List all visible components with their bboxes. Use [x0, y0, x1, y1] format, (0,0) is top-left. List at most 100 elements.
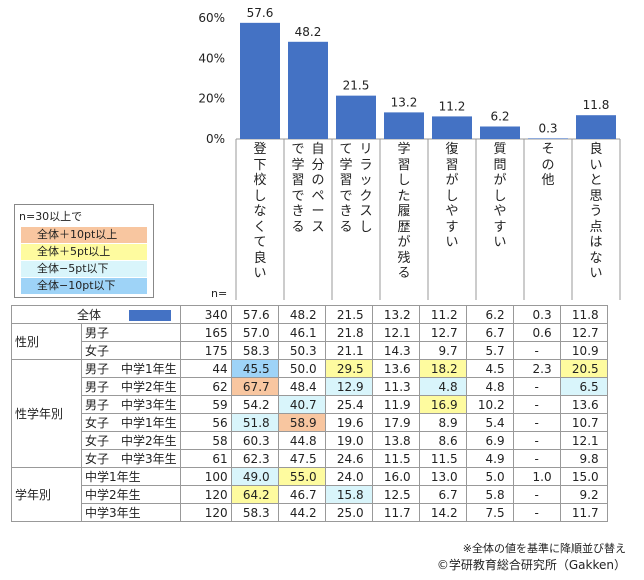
value-cell: 15.0: [559, 467, 608, 486]
value-cell: 10.7: [559, 413, 608, 432]
value-cell: 58.3: [230, 341, 279, 360]
value-cell: 9.7: [418, 341, 467, 360]
value-cell: 29.5: [324, 359, 373, 378]
value-cell: -: [512, 431, 561, 450]
legend-item: 全体＋5pt以上: [21, 244, 147, 260]
value-cell: -: [512, 341, 561, 360]
table-row: 女子 中学1年生 56 51.8 58.9 19.6 17.9 8.9 5.4-10.7: [12, 413, 608, 432]
table-row: 女子 中学2年生 58 60.3 44.8 19.0 13.8 8.6 6.9-12.1: [12, 431, 608, 450]
value-cell: 6.7: [465, 323, 514, 342]
group-label: 性別: [11, 323, 82, 360]
category-label-text: 自分のペース: [311, 142, 325, 235]
y-tick-label: 60%: [198, 11, 225, 25]
value-cell: 50.3: [277, 341, 326, 360]
row-label: 男子 中学2年生: [81, 377, 181, 396]
table-row: 女子 中学3年生 61 62.3 47.5 24.6 11.5 11.5 4.9-9.8: [12, 449, 608, 468]
table-row: 中学2年生 120 64.2 46.7 15.8 12.5 6.7 5.8-9.2: [12, 485, 608, 504]
bar: [288, 41, 328, 140]
bar: [336, 95, 376, 139]
value-cell: 24.6: [324, 449, 373, 468]
value-cell: 10.2: [465, 395, 514, 414]
legend-item-label: 全体−5pt以下: [37, 262, 109, 275]
value-cell: 13.6: [559, 395, 608, 414]
table-row: 性別 男子 165 57.0 46.1 21.8 12.1 12.7 6.7 0.6 12.7: [11, 323, 608, 360]
row-label: 女子: [81, 341, 181, 360]
category-label-text: 復習がしやすい: [445, 142, 459, 250]
value-cell: 57.6: [230, 305, 279, 324]
value-cell: 44.2: [277, 503, 326, 522]
value-cell: 11.7: [559, 503, 608, 522]
sample-size: 58: [179, 431, 232, 450]
value-cell: 0.3: [512, 305, 561, 324]
row-label: 男子 中学3年生: [81, 395, 181, 414]
value-cell: 58.9: [277, 413, 326, 432]
y-tick-label: 40%: [198, 51, 225, 65]
bar-value-label: 57.6: [247, 6, 274, 20]
value-cell: 19.0: [324, 431, 373, 450]
row-label-text: 全体: [77, 308, 102, 322]
y-tick-label: 20%: [198, 92, 225, 106]
table-row: 学年別 中学1年生 100 49.0 55.0 24.0 16.0 13.0 5.0 1.0 15.…: [11, 467, 608, 522]
value-cell: 44.8: [277, 431, 326, 450]
value-cell: 25.0: [324, 503, 373, 522]
value-cell: 7.5: [465, 503, 514, 522]
value-cell: 4.9: [465, 449, 514, 468]
value-cell: 1.0: [512, 467, 561, 486]
value-cell: 67.7: [230, 377, 279, 396]
legend-item: 全体−5pt以下: [21, 261, 147, 277]
bar: [576, 115, 616, 139]
value-cell: 57.0: [230, 323, 279, 342]
row-label: 中学1年生: [81, 467, 181, 486]
bar: [432, 116, 472, 139]
value-cell: 11.7: [371, 503, 420, 522]
category-label-text: 良いと思う点はない: [589, 142, 603, 281]
bar: [528, 138, 568, 139]
table-row: 全体 340 57.6 48.2 21.5 13.2 11.2 6.2 0.3 11.8: [11, 305, 608, 324]
value-cell: 9.8: [559, 449, 608, 468]
value-cell: -: [512, 503, 561, 522]
value-cell: 46.7: [277, 485, 326, 504]
bar-value-label: 48.2: [295, 25, 322, 39]
bar-value-label: 6.2: [490, 109, 509, 123]
bar-value-label: 0.3: [538, 121, 557, 135]
value-cell: 58.3: [230, 503, 279, 522]
row-label: 中学3年生: [81, 503, 181, 522]
sample-size: 61: [179, 449, 232, 468]
bar-value-label: 11.8: [583, 98, 610, 112]
value-cell: 14.2: [418, 503, 467, 522]
value-cell: 19.6: [324, 413, 373, 432]
value-cell: 12.7: [418, 323, 467, 342]
sample-size: 59: [179, 395, 232, 414]
value-cell: 46.1: [277, 323, 326, 342]
value-cell: 11.3: [371, 377, 420, 396]
value-cell: 55.0: [277, 467, 326, 486]
group-label: 学年別: [11, 467, 82, 522]
value-cell: 12.5: [371, 485, 420, 504]
value-cell: 4.8: [418, 377, 467, 396]
n-caption: n=: [211, 287, 228, 300]
copyright: ©学研教育総合研究所（Gakken）: [436, 558, 626, 572]
category-label-text: その他: [541, 142, 555, 188]
legend-item: 全体−10pt以下: [21, 278, 147, 294]
value-cell: -: [512, 449, 561, 468]
bar: [480, 126, 520, 139]
total-bar-marker: [129, 310, 172, 321]
value-cell: 13.0: [418, 467, 467, 486]
bar-value-label: 13.2: [391, 95, 418, 109]
value-cell: 21.8: [324, 323, 373, 342]
legend-item-label: 全体＋5pt以上: [37, 245, 111, 258]
value-cell: 11.9: [371, 395, 420, 414]
sample-size: 100: [179, 467, 232, 486]
value-cell: 6.7: [418, 485, 467, 504]
value-cell: 16.9: [418, 395, 467, 414]
table-row: 女子 175 58.3 50.3 21.1 14.3 9.7 5.7-10.9: [12, 341, 608, 360]
category-label-text: 学習した履歴が残る: [397, 142, 411, 281]
sample-size: 175: [179, 341, 232, 360]
table-row: 男子 中学2年生 62 67.7 48.4 12.9 11.3 4.8 4.8-6.5: [12, 377, 608, 396]
category-label-text: リラックスし: [359, 142, 373, 235]
value-cell: 64.2: [230, 485, 279, 504]
value-cell: 17.9: [371, 413, 420, 432]
value-cell: 14.3: [371, 341, 420, 360]
value-cell: 11.5: [418, 449, 467, 468]
value-cell: 2.3: [512, 359, 561, 378]
